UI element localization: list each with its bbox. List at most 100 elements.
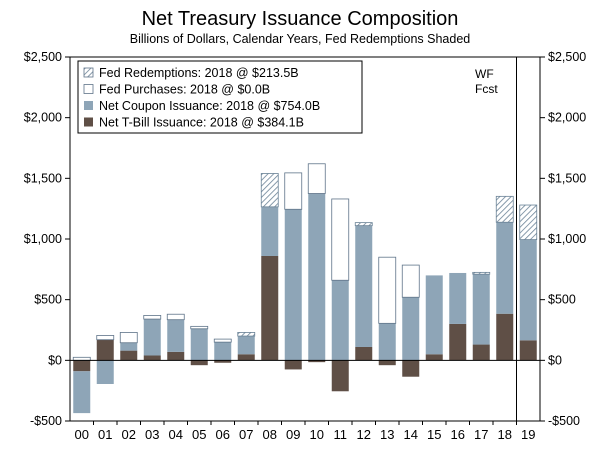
x-tick-label: 03 [145,427,159,442]
chart-bars [72,163,538,414]
bar-net-coupon-issuance-13 [378,323,396,361]
bar-net-t-bill-issuance-04 [167,351,185,361]
x-tick-label: 17 [474,427,488,442]
x-tick-label: 02 [122,427,136,442]
x-tick-label: 16 [451,427,465,442]
bar-fed-redemptions-07 [237,332,256,337]
bar-net-coupon-issuance-04 [167,319,185,352]
legend-box [77,60,363,134]
bar-net-t-bill-issuance-17 [472,344,490,361]
y-tick-label-left: $2,000 [24,111,62,125]
bar-net-coupon-issuance-11 [331,280,349,361]
bar-fed-purchases-04 [166,313,185,321]
bar-net-coupon-issuance-16 [449,272,467,324]
bar-net-t-bill-issuance-09 [284,360,302,370]
bar-net-coupon-issuance-15 [425,275,443,355]
bar-fed-purchases-13 [378,256,397,324]
y-tick-label-left: $1,500 [24,171,62,185]
x-tick-label: 06 [216,427,230,442]
y-tick-label-right: $2,000 [548,111,586,125]
bar-fed-redemptions-18 [495,195,514,223]
bar-net-coupon-issuance-12 [355,225,373,347]
x-tick-label: 13 [380,427,394,442]
chart-subtitle: Billions of Dollars, Calendar Years, Fed… [130,32,471,46]
bar-net-coupon-issuance-07 [237,336,255,355]
chart-legend: Fed Redemptions: 2018 @ $213.5B Fed Purch… [77,60,363,134]
legend-label-fed-redemptions: Fed Redemptions: 2018 @ $213.5B [99,66,299,80]
y-tick-label-left: $1,000 [24,232,62,246]
x-tick-label: 01 [98,427,112,442]
y-tick-label-right: $2,500 [548,50,586,64]
bar-net-coupon-issuance-19 [519,239,537,341]
bar-net-t-bill-issuance-01 [96,339,114,361]
y-tick-label-right: -$500 [548,414,580,428]
x-tick-label: 11 [334,427,348,442]
bar-net-coupon-issuance-06 [214,342,232,361]
forecast-label-fcst: Fcst [475,82,498,96]
bar-net-t-bill-issuance-16 [449,323,467,361]
bar-net-t-bill-issuance-05 [190,360,208,366]
legend-label-fed-purchases: Fed Purchases: 2018 @ $0.0B [99,83,270,97]
bar-fed-redemptions-19 [519,204,538,241]
legend-label-net-t-bill-issuance: Net T-Bill Issuance: 2018 @ $384.1B [99,116,304,130]
bar-net-t-bill-issuance-00 [73,360,91,372]
x-tick-label: 00 [75,427,89,442]
legend-swatch-fed-purchases [83,84,94,94]
bar-net-coupon-issuance-00 [73,371,91,414]
bar-net-coupon-issuance-03 [143,319,161,356]
x-tick-label: 18 [498,427,512,442]
bar-net-t-bill-issuance-10 [308,360,326,363]
bar-net-t-bill-issuance-07 [237,354,255,361]
bar-net-t-bill-issuance-02 [120,350,138,361]
bar-net-coupon-issuance-17 [472,274,490,345]
x-tick-label: 15 [427,427,441,442]
y-tick-label-right: $1,500 [548,171,586,185]
bar-net-t-bill-issuance-14 [402,360,420,377]
y-tick-label-left: -$500 [30,414,62,428]
bar-fed-purchases-05 [190,325,209,330]
chart-title: Net Treasury Issuance Composition [142,8,459,30]
bar-net-t-bill-issuance-08 [261,255,279,361]
x-tick-label: 04 [169,427,183,442]
bar-net-t-bill-issuance-11 [331,360,349,392]
bar-fed-redemptions-17 [472,271,491,275]
bar-net-t-bill-issuance-06 [214,360,232,363]
legend-label-net-coupon-issuance: Net Coupon Issuance: 2018 @ $754.0B [99,99,320,113]
y-tick-label-left: $2,500 [24,50,62,64]
forecast-label-wf: WF [475,67,494,81]
legend-swatch-fed-redemptions [83,67,94,78]
bar-fed-redemptions-12 [354,222,373,227]
bar-fed-purchases-14 [401,264,420,298]
bar-fed-purchases-06 [213,338,232,343]
bar-net-t-bill-issuance-03 [143,355,161,361]
bar-net-coupon-issuance-10 [308,193,326,361]
chart-axes: -$500 -$500 $0 $0 $500 $500 $1,000 $1,000 $1,500… [24,50,587,442]
bar-fed-purchases-01 [96,335,115,341]
bar-net-t-bill-issuance-18 [496,313,514,361]
x-tick-label: 05 [192,427,206,442]
y-tick-label-left: $500 [34,293,62,307]
bar-net-t-bill-issuance-13 [378,360,396,366]
bar-net-coupon-issuance-14 [402,297,420,361]
bar-fed-purchases-09 [284,172,303,210]
legend-swatch-net-coupon-issuance [84,101,93,110]
x-tick-label: 14 [404,427,418,442]
y-tick-label-right: $1,000 [548,232,586,246]
bar-net-t-bill-issuance-15 [425,354,443,361]
bar-fed-purchases-11 [331,198,350,281]
bar-net-coupon-issuance-02 [120,342,138,351]
bar-net-coupon-issuance-09 [284,209,302,361]
x-tick-label: 10 [310,427,324,442]
x-tick-label: 19 [521,427,535,442]
x-tick-label: 07 [239,427,253,442]
legend-swatch-net-t-bill-issuance [84,117,93,127]
bar-net-coupon-issuance-08 [261,206,279,256]
bar-fed-purchases-10 [307,163,326,194]
bar-fed-redemptions-08 [260,173,279,208]
bar-net-t-bill-issuance-19 [519,340,537,361]
bar-fed-purchases-03 [143,315,162,320]
bar-net-coupon-issuance-01 [96,360,114,384]
y-tick-label-right: $500 [548,293,576,307]
y-tick-label-left: $0 [48,353,62,367]
